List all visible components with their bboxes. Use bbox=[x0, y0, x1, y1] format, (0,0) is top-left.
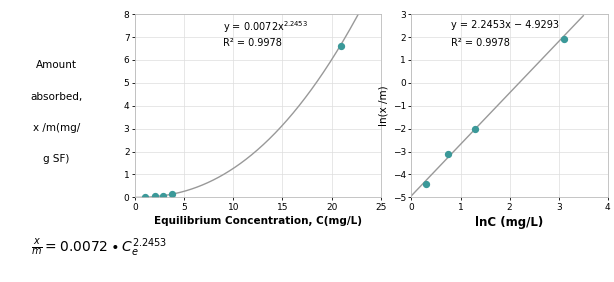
Text: R² = 0.9978: R² = 0.9978 bbox=[223, 38, 282, 48]
Text: absorbed,: absorbed, bbox=[30, 92, 83, 102]
Point bbox=[470, 126, 480, 131]
Point bbox=[168, 192, 177, 197]
Point bbox=[158, 193, 168, 198]
Text: R² = 0.9978: R² = 0.9978 bbox=[451, 38, 510, 48]
Point bbox=[559, 37, 569, 41]
Text: y = 0.0072x$^{2.2453}$: y = 0.0072x$^{2.2453}$ bbox=[223, 20, 309, 36]
Text: Amount: Amount bbox=[36, 60, 77, 70]
Point bbox=[421, 181, 431, 186]
Point bbox=[140, 195, 150, 199]
Text: $\frac{x}{m} = 0.0072 \bullet C_e^{2.2453}$: $\frac{x}{m} = 0.0072 \bullet C_e^{2.245… bbox=[31, 237, 167, 259]
Text: g SF): g SF) bbox=[44, 154, 69, 164]
Point bbox=[443, 152, 453, 156]
Point bbox=[336, 44, 346, 49]
Text: y = 2.2453x − 4.9293: y = 2.2453x − 4.9293 bbox=[451, 20, 559, 30]
Text: x /m(mg/: x /m(mg/ bbox=[33, 123, 80, 133]
Y-axis label: ln(x /m): ln(x /m) bbox=[378, 85, 389, 126]
X-axis label: Equilibrium Concentration, C(mg/L): Equilibrium Concentration, C(mg/L) bbox=[154, 216, 362, 226]
Point bbox=[150, 194, 160, 199]
X-axis label: lnC (mg/L): lnC (mg/L) bbox=[475, 216, 544, 229]
